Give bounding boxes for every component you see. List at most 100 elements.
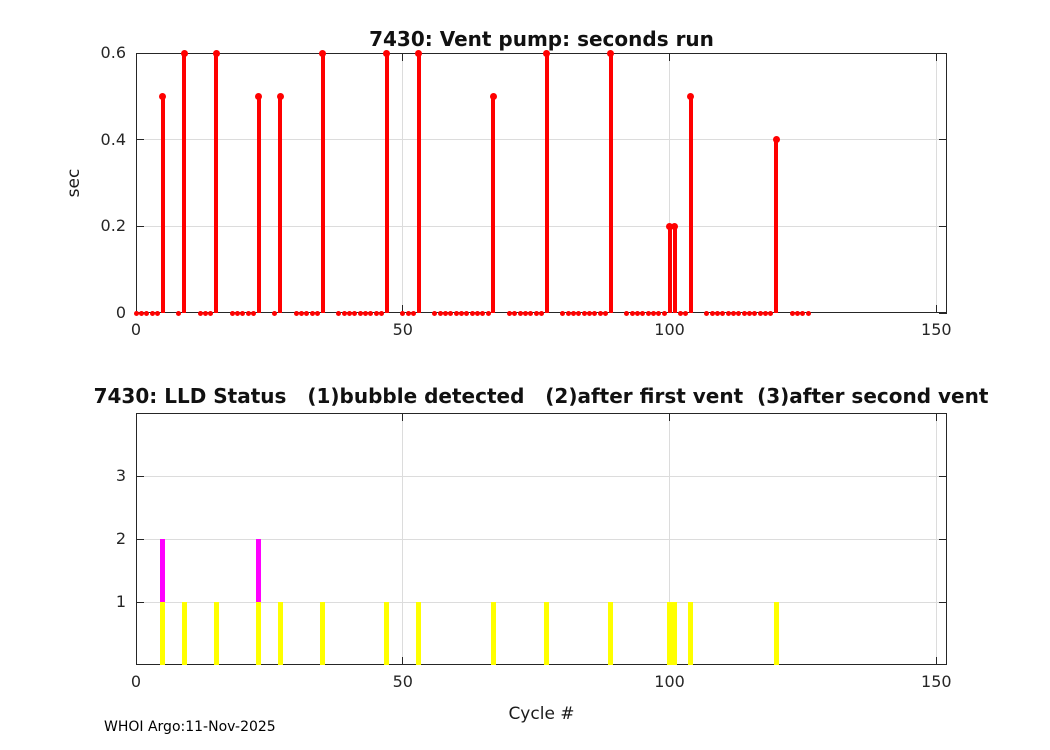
zero-marker bbox=[144, 310, 150, 316]
zero-marker bbox=[571, 310, 576, 316]
gridline-vertical bbox=[935, 53, 937, 313]
stem-marker bbox=[276, 92, 284, 100]
zero-marker bbox=[240, 310, 246, 316]
zero-marker bbox=[741, 310, 747, 316]
gridline-horizontal bbox=[136, 475, 947, 477]
status-bar-1 bbox=[160, 602, 166, 665]
x-tick-bottom bbox=[935, 305, 937, 313]
zero-marker bbox=[533, 310, 539, 316]
zero-marker bbox=[565, 310, 571, 316]
x-tick-top bbox=[402, 53, 404, 61]
status-bar-1 bbox=[688, 602, 694, 665]
zero-marker bbox=[651, 310, 657, 316]
status-bar-1 bbox=[256, 602, 262, 665]
zero-marker bbox=[683, 310, 689, 316]
status-bar-1 bbox=[277, 602, 283, 665]
vent-pump-title: 7430: Vent pump: seconds run bbox=[369, 27, 714, 51]
zero-marker bbox=[437, 310, 443, 316]
zero-marker bbox=[763, 310, 769, 316]
zero-marker bbox=[592, 310, 598, 316]
y-tick-label: 0.6 bbox=[100, 43, 126, 62]
zero-marker bbox=[747, 310, 753, 316]
stem bbox=[416, 53, 421, 313]
stem-marker bbox=[180, 49, 188, 57]
zero-marker bbox=[560, 310, 566, 316]
x-tick-bottom bbox=[402, 657, 404, 665]
stem bbox=[214, 53, 219, 313]
gridline-vertical bbox=[669, 53, 671, 313]
zero-marker bbox=[304, 310, 310, 316]
x-tick-top bbox=[669, 413, 671, 421]
zero-marker bbox=[458, 310, 464, 316]
x-tick-label: 50 bbox=[392, 672, 413, 691]
zero-marker bbox=[448, 310, 454, 316]
y-tick-left bbox=[136, 225, 144, 227]
stem bbox=[672, 226, 677, 313]
zero-marker bbox=[597, 310, 603, 316]
status-bar-1 bbox=[320, 602, 326, 665]
stem-marker bbox=[671, 222, 679, 230]
gridline-horizontal bbox=[136, 538, 947, 540]
x-tick-label: 100 bbox=[654, 672, 685, 691]
x-tick-bottom bbox=[135, 657, 137, 665]
status-bar-1 bbox=[608, 602, 614, 665]
y-tick-left bbox=[136, 139, 144, 141]
y-tick-label: 2 bbox=[115, 529, 126, 548]
zero-marker bbox=[736, 310, 742, 316]
footer-text: WHOI Argo:11-Nov-2025 bbox=[104, 719, 276, 735]
zero-marker bbox=[645, 310, 651, 316]
zero-marker bbox=[581, 310, 587, 316]
zero-marker bbox=[522, 310, 528, 316]
zero-marker bbox=[656, 310, 662, 316]
y-tick-right bbox=[939, 312, 947, 314]
zero-marker bbox=[298, 310, 304, 316]
zero-marker bbox=[272, 310, 278, 316]
zero-marker bbox=[373, 310, 379, 316]
zero-marker bbox=[442, 310, 448, 316]
stem-marker bbox=[383, 49, 391, 57]
zero-marker bbox=[512, 310, 518, 316]
stem bbox=[608, 53, 613, 313]
y-tick-left bbox=[136, 475, 144, 477]
zero-marker bbox=[480, 310, 486, 316]
status-bar-1 bbox=[181, 602, 187, 665]
x-tick-top bbox=[935, 53, 937, 61]
x-tick-top bbox=[135, 53, 137, 61]
y-tick-right bbox=[939, 601, 947, 603]
x-tick-label: 0 bbox=[130, 672, 142, 691]
stem-marker bbox=[687, 92, 695, 100]
x-tick-label: 150 bbox=[921, 672, 952, 691]
stem-marker bbox=[319, 49, 327, 57]
zero-marker bbox=[357, 310, 363, 316]
x-tick-top bbox=[935, 413, 937, 421]
zero-marker bbox=[635, 310, 641, 316]
zero-marker bbox=[704, 310, 710, 316]
vent-pump-plot-area: 0 50 100 150 0 0.2 0.4 0.6 bbox=[101, 43, 952, 339]
zero-marker bbox=[202, 310, 208, 316]
lld-status-plot-area: 0 50 100 150 1 2 3 bbox=[116, 413, 952, 691]
stem-marker bbox=[772, 136, 780, 144]
zero-marker bbox=[208, 310, 214, 316]
cycle-axis-label: Cycle # bbox=[508, 704, 575, 724]
zero-marker bbox=[314, 310, 320, 316]
zero-marker bbox=[539, 310, 544, 316]
zero-marker bbox=[789, 310, 795, 316]
stem-marker bbox=[607, 49, 615, 57]
zero-marker bbox=[731, 310, 737, 316]
zero-marker bbox=[293, 310, 299, 316]
zero-marker bbox=[336, 310, 342, 316]
stem bbox=[320, 53, 325, 313]
zero-marker bbox=[378, 310, 384, 316]
stem bbox=[688, 96, 693, 313]
zero-marker bbox=[768, 310, 774, 316]
gridline-vertical bbox=[402, 53, 404, 313]
status-bar-1 bbox=[667, 602, 673, 665]
zero-marker bbox=[405, 310, 411, 316]
y-tick-right bbox=[939, 475, 947, 477]
status-bar-1 bbox=[416, 602, 422, 665]
status-bar-1 bbox=[672, 602, 678, 665]
y-tick-right bbox=[939, 52, 947, 54]
x-tick-label: 100 bbox=[654, 320, 685, 339]
y-tick-label: 0.4 bbox=[100, 129, 126, 149]
x-tick-bottom bbox=[402, 305, 404, 313]
